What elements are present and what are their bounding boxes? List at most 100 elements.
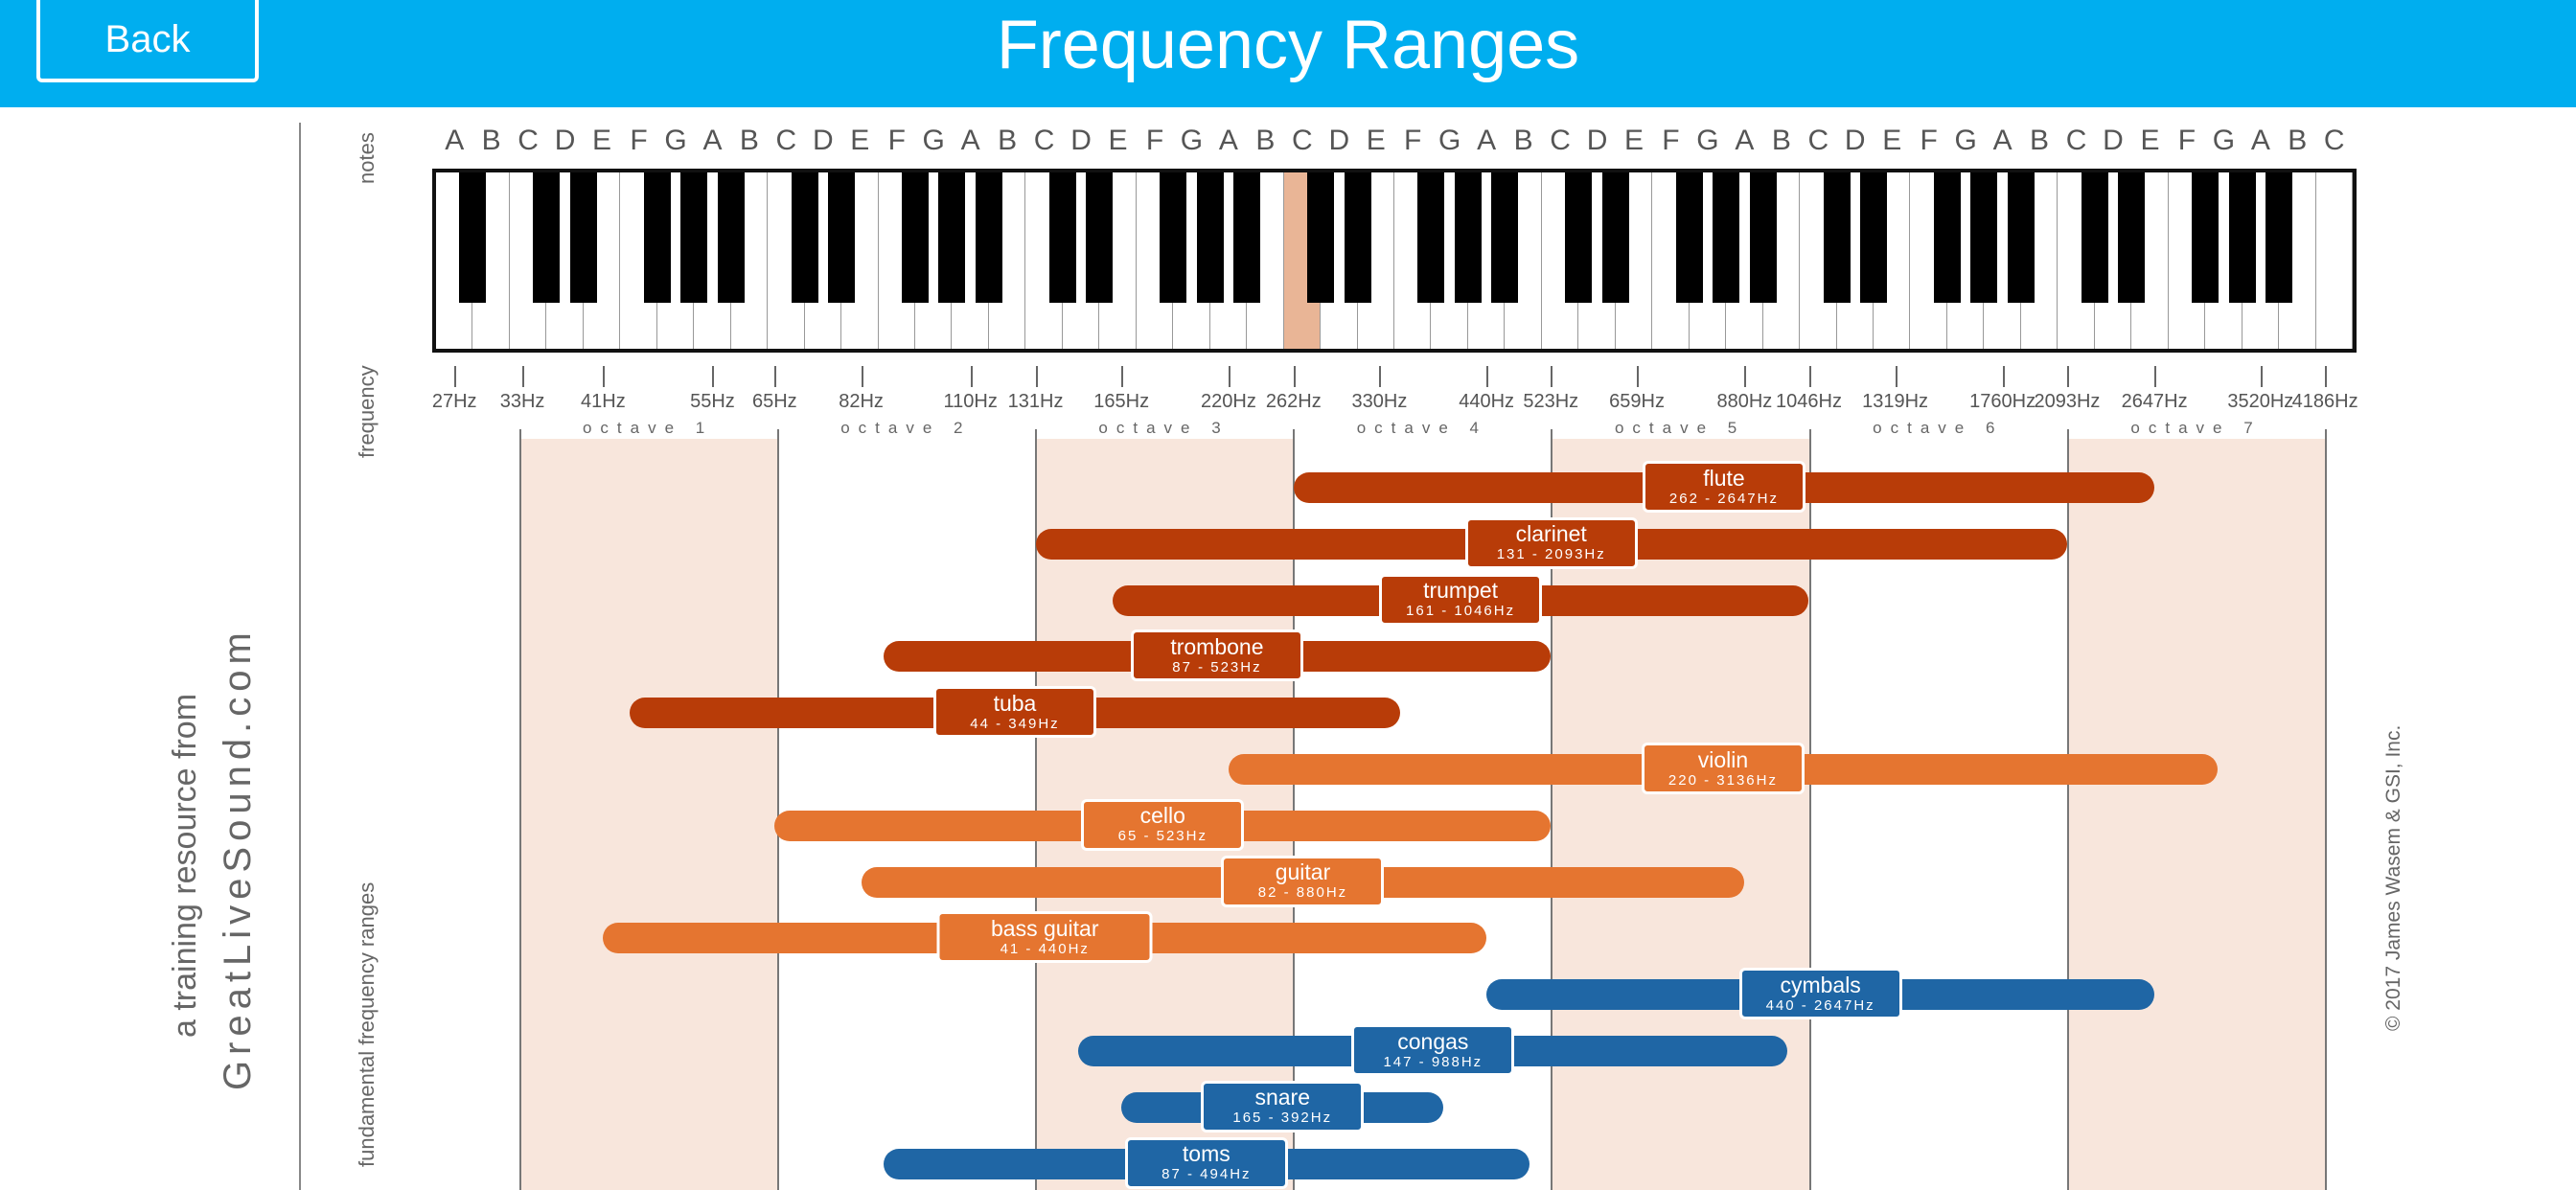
octave-label: octave 1: [582, 419, 714, 437]
note-letter: C: [2065, 125, 2087, 156]
frequency-tick: [2066, 366, 2069, 387]
note-letter: D: [1844, 125, 1866, 156]
piano-keyboard: [432, 169, 2357, 353]
note-letter: B: [998, 125, 1018, 156]
black-key: [1491, 172, 1519, 303]
note-letter: E: [592, 125, 612, 156]
frequency-label: 1046Hz: [1776, 391, 1842, 412]
note-letter: F: [2177, 125, 2196, 156]
page-title: Frequency Ranges: [996, 7, 1580, 83]
frequency-tick: [454, 366, 457, 387]
white-key: [731, 172, 769, 349]
black-key: [1933, 172, 1961, 303]
note-letter: B: [739, 125, 759, 156]
frequency-label: 4186Hz: [2291, 391, 2358, 412]
note-letter: E: [850, 125, 870, 156]
frequency-label: 82Hz: [839, 391, 884, 412]
instrument-name: cymbals: [1780, 972, 1861, 997]
note-letter: C: [518, 125, 539, 156]
left-divider: [299, 123, 301, 1190]
frequency-label: 220Hz: [1201, 391, 1256, 412]
instrument-name: trombone: [1170, 633, 1264, 659]
note-letter: D: [1586, 125, 1608, 156]
octave-gridline: [2325, 429, 2328, 1190]
note-letter: A: [1477, 125, 1497, 156]
white-key: [1358, 172, 1394, 349]
side-text-line2: GreatLiveSound.com: [217, 627, 259, 1090]
frequency-label: 1319Hz: [1862, 391, 1929, 412]
instrument-range: 131 - 2093Hz: [1496, 546, 1606, 563]
black-key: [1601, 172, 1629, 303]
frequency-tick: [603, 366, 606, 387]
fundamental-axis-label: fundamental frequency ranges: [355, 881, 379, 1167]
note-letter: F: [887, 125, 906, 156]
note-letter: B: [1771, 125, 1791, 156]
white-key: [584, 172, 621, 349]
octave-gridline: [1034, 429, 1037, 1190]
instrument-range: 165 - 392Hz: [1232, 1110, 1333, 1127]
instrument-name: toms: [1182, 1141, 1230, 1167]
white-key: [989, 172, 1026, 349]
note-letter: B: [481, 125, 501, 156]
frequency-tick: [1379, 366, 1382, 387]
frequency-tick: [522, 366, 525, 387]
black-key: [680, 172, 708, 303]
frequency-tick: [1551, 366, 1553, 387]
instrument-label-guitar: guitar 82 - 880Hz: [1221, 855, 1385, 907]
octave-gridline: [2066, 429, 2069, 1190]
octave-label: octave 5: [1614, 419, 1746, 437]
white-key: [472, 172, 510, 349]
note-letter: E: [1366, 125, 1386, 156]
white-key: [1505, 172, 1542, 349]
note-letter: A: [702, 125, 723, 156]
instrument-label-violin: violin 220 - 3136Hz: [1641, 743, 1805, 794]
frequency-label: 55Hz: [690, 391, 735, 412]
octave-gridline: [1551, 429, 1553, 1190]
black-key: [1713, 172, 1740, 303]
octave-label: octave 4: [1356, 419, 1487, 437]
black-key: [1196, 172, 1224, 303]
instrument-range: 41 - 440Hz: [1000, 940, 1090, 957]
notes-axis-label: notes: [355, 132, 379, 184]
note-letter: D: [554, 125, 576, 156]
black-key: [791, 172, 818, 303]
octave-gridline: [1808, 429, 1811, 1190]
frequency-tick: [1637, 366, 1640, 387]
white-key: [2021, 172, 2058, 349]
instrument-label-trumpet: trumpet 161 - 1046Hz: [1379, 573, 1543, 626]
instrument-range: 161 - 1046Hz: [1406, 603, 1516, 620]
instrument-label-trombone: trombone 87 - 523Hz: [1130, 629, 1303, 682]
white-key: [1099, 172, 1137, 349]
black-key: [1417, 172, 1445, 303]
frequency-tick: [861, 366, 863, 387]
instrument-range: 65 - 523Hz: [1117, 828, 1208, 845]
note-letter: D: [1070, 125, 1092, 156]
instrument-label-flute: flute 262 - 2647Hz: [1642, 461, 1806, 513]
black-key: [1233, 172, 1261, 303]
octave-gridline: [1293, 429, 1296, 1190]
instrument-name: cello: [1139, 803, 1185, 829]
frequency-tick: [1895, 366, 1898, 387]
note-letter: E: [1623, 125, 1644, 156]
black-key: [533, 172, 561, 303]
white-key: [1763, 172, 1801, 349]
black-key: [1860, 172, 1887, 303]
note-letter: B: [2288, 125, 2308, 156]
frequency-tick: [1293, 366, 1296, 387]
note-letter: F: [1404, 125, 1422, 156]
black-key: [459, 172, 487, 303]
black-key: [2228, 172, 2256, 303]
note-letter: C: [1292, 125, 1313, 156]
black-key: [975, 172, 1002, 303]
note-letter: G: [1696, 125, 1719, 156]
frequency-tick: [1808, 366, 1811, 387]
black-key: [1970, 172, 1998, 303]
back-button[interactable]: Back: [36, 0, 259, 82]
white-key: [1616, 172, 1653, 349]
frequency-label: 880Hz: [1716, 391, 1773, 412]
frequency-tick: [774, 366, 777, 387]
frequency-label: 262Hz: [1265, 391, 1322, 412]
instrument-name: tuba: [993, 690, 1037, 716]
side-text-line1: a training resource from: [167, 693, 203, 1038]
frequency-label: 131Hz: [1007, 391, 1064, 412]
